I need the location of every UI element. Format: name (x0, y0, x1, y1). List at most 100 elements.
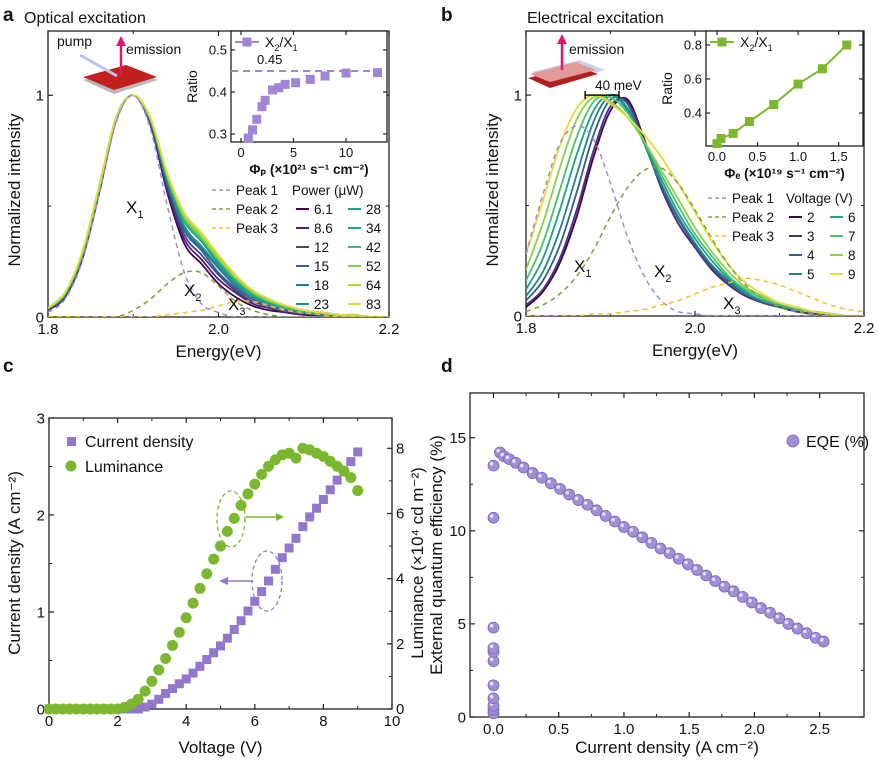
y-axis-label: Normalized intensity (483, 113, 502, 267)
panel-title: Optical excitation (24, 10, 146, 27)
inset-marker (769, 99, 779, 109)
x-tick-label: 2.0 (744, 721, 765, 738)
x-tick-label: 2 (113, 713, 121, 730)
x-tick-label: 2.0 (208, 321, 229, 338)
eqe-marker-highlight (684, 560, 688, 565)
eqe-marker-highlight (489, 644, 494, 649)
current-density-marker (346, 457, 356, 467)
eqe-marker (817, 635, 830, 648)
legend-series-label: 7 (848, 229, 856, 244)
current-density-marker (195, 661, 205, 671)
legend-label-luminance: Luminance (85, 459, 163, 476)
eqe-marker-highlight (489, 694, 494, 699)
inset-y-label: Ratio (184, 70, 200, 103)
eqe-marker-highlight (489, 462, 494, 466)
current-density-marker (284, 543, 294, 553)
eqe-marker (487, 692, 500, 705)
current-density-marker (277, 553, 287, 563)
legend-sphere-icon (786, 434, 800, 448)
legend-series-label: 3 (807, 229, 815, 244)
y-tick-label: 2 (37, 507, 45, 524)
inset-marker (260, 95, 270, 105)
current-density-marker (250, 596, 260, 606)
eqe-marker-highlight (565, 490, 570, 495)
x-tick-label: 0.5 (548, 721, 569, 738)
inset-marker (291, 78, 301, 88)
current-density-marker (174, 679, 184, 689)
eqe-marker-highlight (602, 512, 606, 516)
current-density-marker (332, 475, 342, 485)
x-tick-label: 0.5 (748, 149, 766, 164)
luminance-marker (132, 693, 144, 705)
legend-title: Voltage (V) (786, 191, 853, 206)
luminance-marker (290, 452, 302, 464)
inset-marker (252, 114, 262, 124)
current-density-marker (325, 485, 335, 495)
legend-label-eqe: EQE (%) (806, 434, 869, 451)
eqe-marker-highlight (538, 474, 542, 478)
eqe-marker (487, 679, 500, 692)
inset-y-label: Ratio (659, 72, 675, 105)
luminance-marker (208, 553, 220, 565)
eqe-marker-highlight (666, 549, 670, 554)
luminance-marker (187, 597, 199, 609)
luminance-marker (139, 685, 151, 697)
luminance-marker (235, 499, 247, 511)
eqe-marker (487, 459, 500, 472)
eqe-marker-highlight (812, 634, 816, 638)
peak-fit-2 (48, 270, 389, 317)
y2-axis-label: Luminance (×10⁴ cd m⁻²) (408, 467, 427, 659)
series-group (526, 93, 864, 316)
y-tick-label: 0 (36, 309, 44, 326)
current-density-marker (298, 522, 308, 532)
x-tick-label: 1.0 (789, 149, 807, 164)
eqe-marker-highlight (802, 629, 807, 634)
x-axis-label: Current density (A cm⁻²) (575, 738, 759, 757)
luminance-marker (146, 675, 158, 687)
inset-legend-marker (717, 37, 727, 47)
x-tick-label: 2.2 (854, 320, 875, 337)
current-density-marker (222, 633, 232, 643)
legend-series-label: 2 (807, 210, 815, 225)
legend-peak-label: Peak 1 (236, 183, 278, 198)
eqe-marker-highlight (489, 624, 494, 628)
inset-b: 0.0 0.5 1.0 1.5 0.4 0.6 0.8 (684, 30, 864, 164)
y-tick-label: 0.5 (209, 42, 227, 57)
eqe-marker-highlight (489, 514, 494, 518)
y-tick-label: 15 (449, 430, 466, 447)
current-density-marker (353, 447, 363, 457)
y-tick-label: 0.3 (209, 127, 227, 142)
annotation-X₂: X2 (184, 281, 201, 304)
annotation-X₁: X1 (574, 257, 591, 280)
eqe-marker-highlight (693, 566, 698, 570)
pump-beam-icon (79, 53, 118, 78)
current-density-marker (154, 694, 164, 704)
eqe-marker-highlight (611, 517, 615, 522)
legend-label-current-density: Current density (85, 434, 194, 451)
y-axis-label: External quantum efficiency (%) (427, 435, 446, 675)
emission-arrowhead-icon (557, 34, 567, 44)
inset-marker (817, 64, 827, 74)
panel-label: b (441, 5, 453, 26)
eqe-marker-highlight (629, 528, 634, 532)
legend-series-label: 83 (366, 297, 381, 312)
luminance-marker (194, 582, 206, 594)
current-density-marker (257, 587, 267, 597)
current-density-marker (264, 576, 274, 586)
panel-label: a (3, 5, 14, 26)
x-tick-label: 1.8 (38, 321, 59, 338)
luminance-marker (228, 512, 240, 524)
eqe-marker-highlight (505, 455, 510, 460)
legend-peak-label: Peak 1 (732, 191, 774, 206)
legend-series-label: 18 (314, 278, 329, 293)
peak-fit-1 (48, 94, 389, 317)
eqe-marker (487, 642, 500, 655)
eqe-marker-highlight (592, 506, 597, 511)
current-density-marker (133, 704, 143, 714)
legend-series-label: 23 (314, 297, 329, 312)
eqe-marker-highlight (547, 479, 551, 484)
luminance-marker (242, 488, 254, 500)
inset-x-label: Φₑ (×10¹⁹ s⁻¹ cm⁻²) (724, 166, 844, 181)
x-tick-label: 0.0 (708, 149, 726, 164)
legend-title: Power (μW) (292, 183, 364, 198)
